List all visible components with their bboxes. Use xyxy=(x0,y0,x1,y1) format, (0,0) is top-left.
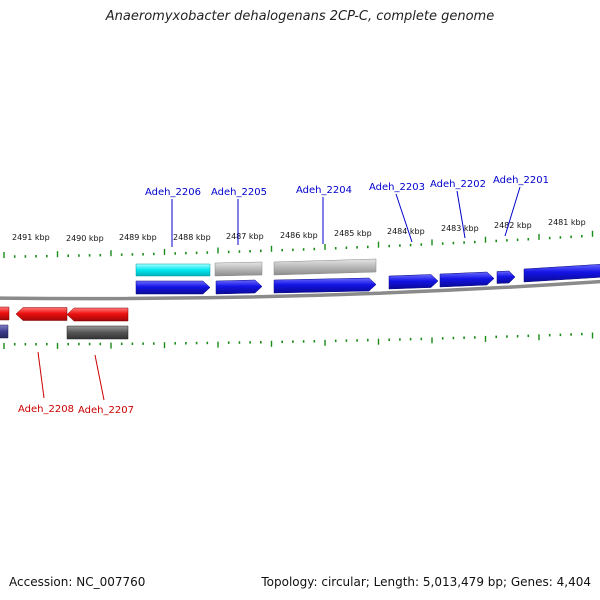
tick-label: 2489 kbp xyxy=(119,233,157,242)
tick-label: 2490 kbp xyxy=(66,234,104,243)
accession-label: Accession: NC_007760 xyxy=(9,575,146,589)
gene-label-adeh-2205[interactable]: Adeh_2205 xyxy=(211,187,267,198)
gene-arrow-adeh-2201[interactable] xyxy=(496,270,516,284)
gene-feature-purple[interactable] xyxy=(0,324,9,339)
genome-stats-label: Topology: circular; Length: 5,013,479 bp… xyxy=(261,575,591,589)
gene-arrow-offscreen-left[interactable] xyxy=(0,306,10,321)
genome-title: Anaeromyxobacter dehalogenans 2CP-C, com… xyxy=(105,9,495,24)
tick-label: 2481 kbp xyxy=(548,218,586,227)
gene-arrow-offscreen[interactable] xyxy=(523,264,600,283)
gene-labels: Adeh_2206 Adeh_2205 Adeh_2204 Adeh_2203 … xyxy=(18,175,549,416)
tick-label: 2486 kbp xyxy=(280,231,318,240)
gene-arrow-adeh-2208[interactable] xyxy=(15,307,68,321)
forward-strand-track xyxy=(135,264,600,295)
gene-label-adeh-2204[interactable]: Adeh_2204 xyxy=(296,185,352,196)
gene-label-adeh-2207[interactable]: Adeh_2207 xyxy=(78,405,134,416)
genome-backbone xyxy=(0,279,600,301)
gene-label-adeh-2208[interactable]: Adeh_2208 xyxy=(18,404,74,415)
leader-line-adeh-2207 xyxy=(94,354,105,401)
gene-label-adeh-2206[interactable]: Adeh_2206 xyxy=(145,187,201,198)
tick-labels: 2491 kbp 2490 kbp 2489 kbp 2488 kbp 2487… xyxy=(12,218,586,243)
gene-arrow-adeh-2207[interactable] xyxy=(66,307,129,322)
gene-arrow-adeh-2202[interactable] xyxy=(439,271,495,288)
tick-track-inner xyxy=(3,332,594,349)
tick-label: 2488 kbp xyxy=(173,233,211,242)
gene-arrow-adeh-2203[interactable] xyxy=(388,274,439,290)
tick-label: 2484 kbp xyxy=(387,227,425,236)
gene-label-adeh-2203[interactable]: Adeh_2203 xyxy=(369,182,425,193)
tick-label: 2483 kbp xyxy=(441,224,479,233)
tick-label: 2482 kbp xyxy=(494,221,532,230)
feature-track-upper xyxy=(135,258,377,277)
gene-feature-gray[interactable] xyxy=(214,261,263,277)
gene-feature-dark[interactable] xyxy=(66,325,129,340)
tick-track-outer xyxy=(3,230,594,258)
tick-label: 2491 kbp xyxy=(12,233,50,242)
reverse-strand-track xyxy=(0,306,129,340)
tick-label: 2487 kbp xyxy=(226,232,264,241)
leader-line-adeh-2203 xyxy=(395,193,413,243)
gene-label-adeh-2201[interactable]: Adeh_2201 xyxy=(493,175,549,186)
leader-line-adeh-2208 xyxy=(37,351,45,399)
gene-arrow-adeh-2206[interactable] xyxy=(135,280,211,295)
leader-line-adeh-2201 xyxy=(504,186,521,237)
leader-line-adeh-2202 xyxy=(456,190,466,239)
label-leaders xyxy=(37,186,521,401)
gene-label-adeh-2202[interactable]: Adeh_2202 xyxy=(430,179,486,190)
gene-arrow-adeh-2204[interactable] xyxy=(273,277,377,294)
gene-feature-gray[interactable] xyxy=(273,258,377,276)
gene-feature-cyan[interactable] xyxy=(135,263,211,277)
gene-arrow-adeh-2205[interactable] xyxy=(215,279,263,295)
tick-label: 2485 kbp xyxy=(334,229,372,238)
